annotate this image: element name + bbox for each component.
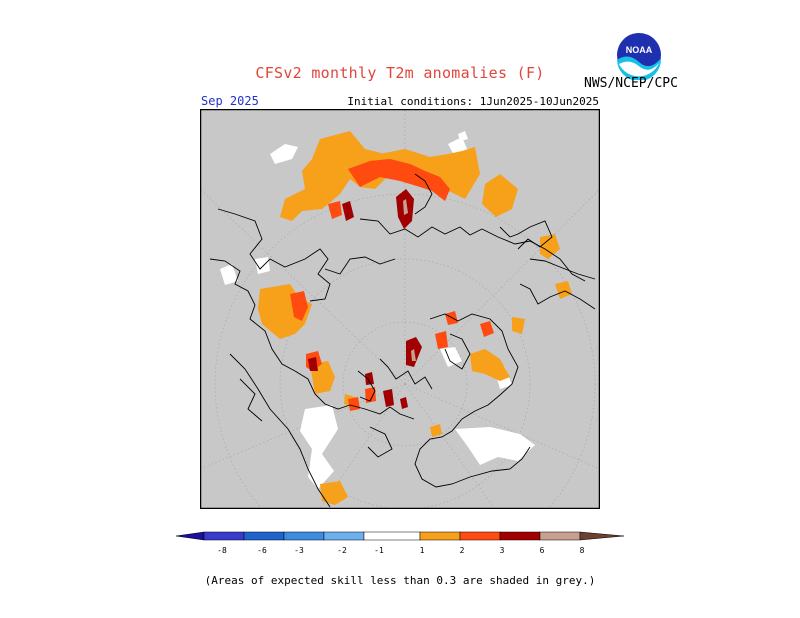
skill-note: (Areas of expected skill less than 0.3 a… (204, 574, 596, 587)
agency-label: NWS/NCEP/CPC (584, 76, 678, 91)
anomaly-map (200, 109, 600, 509)
colorbar-label: 1 (420, 546, 425, 555)
colorbar-label: 3 (500, 546, 505, 555)
colorbar-label: -1 (374, 546, 384, 555)
colorbar-6-to-8 (539, 531, 581, 541)
colorbar-gt-8 (579, 531, 625, 541)
colorbar-3-to-2 (283, 531, 325, 541)
map-frame (200, 109, 600, 509)
colorbar-label: -2 (337, 546, 347, 555)
colorbar-label: -8 (217, 546, 227, 555)
colorbar-label: 6 (540, 546, 545, 555)
colorbar-1-to-2 (419, 531, 461, 541)
colorbar-label: 8 (580, 546, 585, 555)
noaa-logo: NOAA (615, 31, 663, 80)
colorbar-6-to-3 (243, 531, 285, 541)
colorbar-neutral (363, 531, 421, 541)
logo-text: NOAA (626, 45, 653, 55)
colorbar-label: 2 (460, 546, 465, 555)
colorbar-8-to-6 (203, 531, 245, 541)
colorbar-lt-8 (176, 531, 205, 541)
map-title: CFSv2 monthly T2m anomalies (F) (255, 64, 545, 82)
colorbar-label: -6 (257, 546, 267, 555)
colorbar-label: -3 (294, 546, 304, 555)
initial-conditions: Initial conditions: 1Jun2025-10Jun2025 (347, 95, 599, 108)
valid-month: Sep 2025 (201, 94, 259, 108)
colorbar: -8 -6 -3 -2 -1 1 2 3 6 8 (176, 531, 625, 555)
anomaly-1-to-2 (258, 131, 572, 505)
colorbar-2-to-3 (459, 531, 501, 541)
anomaly-6-to-8 (403, 199, 416, 361)
colorbar-2-to-1 (323, 531, 365, 541)
coastlines (209, 173, 596, 508)
colorbar-3-to-6 (499, 531, 541, 541)
